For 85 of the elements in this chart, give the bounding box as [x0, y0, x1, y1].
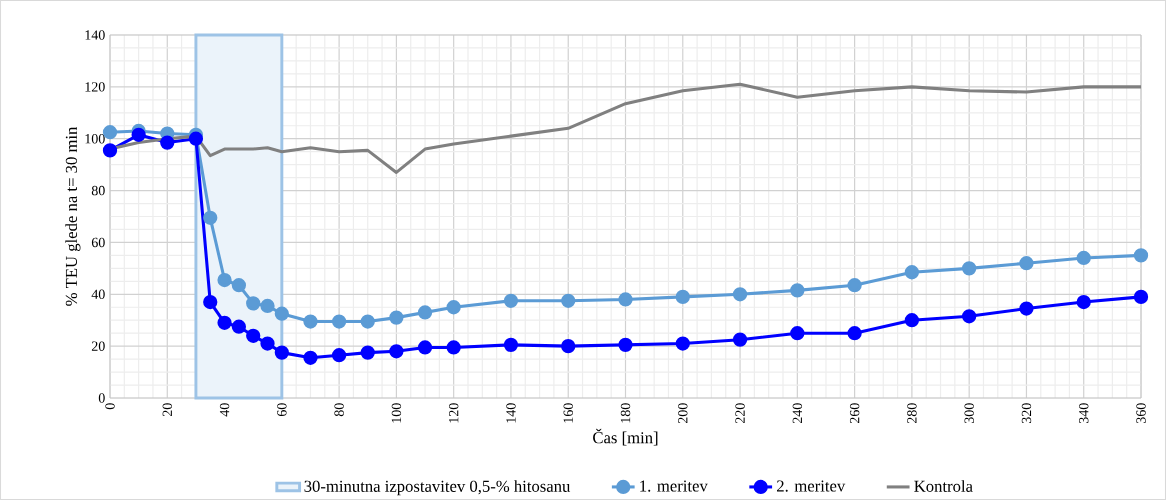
y-tick-label: 20	[91, 341, 105, 351]
x-tick-label: 140	[506, 403, 516, 423]
x-tick-label: 120	[448, 403, 459, 423]
x-tick-label: 360	[1136, 403, 1146, 424]
point	[102, 143, 118, 158]
point	[188, 131, 204, 146]
y-tick-label: 40	[91, 289, 105, 300]
point	[847, 278, 862, 293]
point	[246, 296, 261, 311]
x-tick-label: 160	[563, 403, 573, 423]
x-tick-label: 100	[391, 403, 402, 423]
legend-label: Kontrola	[914, 480, 973, 492]
point	[446, 340, 461, 355]
point	[203, 210, 218, 225]
point	[389, 310, 404, 325]
y-tick-label: 140	[85, 30, 105, 40]
point	[732, 287, 748, 302]
x-tick-label: 260	[849, 403, 860, 424]
y-tick-label: 60	[91, 237, 105, 248]
point	[561, 293, 576, 308]
point	[1019, 301, 1034, 316]
y-axis-title: % TEU glede na t= 30 min	[65, 126, 81, 306]
point	[618, 292, 633, 307]
point	[303, 350, 318, 365]
point	[675, 289, 690, 305]
point	[217, 272, 232, 288]
x-tick-label: 40	[219, 403, 230, 417]
x-tick-label: 300	[964, 403, 974, 424]
point	[962, 309, 977, 324]
point	[131, 127, 146, 142]
point	[217, 315, 232, 330]
point	[331, 348, 347, 363]
point	[904, 265, 920, 280]
point	[1133, 289, 1149, 305]
point	[675, 336, 690, 351]
legend-label: 30-minutna izpostavitev 0,5-% hitosanu	[304, 480, 571, 496]
point	[847, 326, 862, 341]
point	[274, 306, 289, 321]
y-tick-label: 100	[85, 133, 105, 144]
point	[561, 339, 576, 354]
point	[260, 336, 275, 351]
x-tick-label: 280	[907, 403, 917, 424]
point	[790, 326, 805, 341]
x-tick-label: 220	[735, 403, 745, 424]
point	[618, 337, 633, 352]
x-tick-label: 0	[105, 403, 115, 410]
point	[231, 278, 247, 293]
point	[360, 314, 375, 329]
x-tick-label: 340	[1079, 403, 1089, 424]
point	[1076, 250, 1091, 266]
point	[1076, 294, 1091, 310]
point	[446, 300, 461, 315]
legend-label: 1. meritev	[640, 480, 708, 492]
point	[360, 345, 375, 360]
point	[962, 261, 977, 276]
point	[904, 313, 920, 328]
legend-label: 2. meritev	[777, 480, 846, 492]
point	[1133, 248, 1149, 263]
point	[389, 344, 404, 359]
x-tick-label: 180	[620, 403, 631, 423]
point	[503, 337, 519, 352]
point	[732, 332, 748, 347]
point	[790, 283, 805, 298]
point	[417, 305, 433, 320]
y-tick-label: 0	[98, 393, 105, 403]
point	[1019, 256, 1034, 271]
point	[417, 340, 433, 355]
point	[274, 345, 289, 360]
point	[303, 314, 318, 329]
point	[160, 135, 175, 150]
point	[203, 294, 218, 310]
x-tick-label: 200	[678, 403, 688, 424]
point	[331, 314, 347, 329]
x-tick-label: 320	[1021, 403, 1032, 424]
x-tick-label: 80	[334, 403, 344, 417]
point	[231, 319, 247, 334]
point	[260, 298, 275, 314]
x-axis-title: Čas [min]	[593, 428, 658, 446]
x-tick-label: 20	[162, 403, 173, 417]
x-tick-label: 60	[277, 403, 287, 417]
point	[503, 293, 519, 308]
y-tick-label: 80	[91, 185, 105, 196]
point	[246, 328, 261, 343]
x-tick-label: 240	[792, 403, 803, 424]
y-tick-label: 120	[85, 82, 105, 92]
